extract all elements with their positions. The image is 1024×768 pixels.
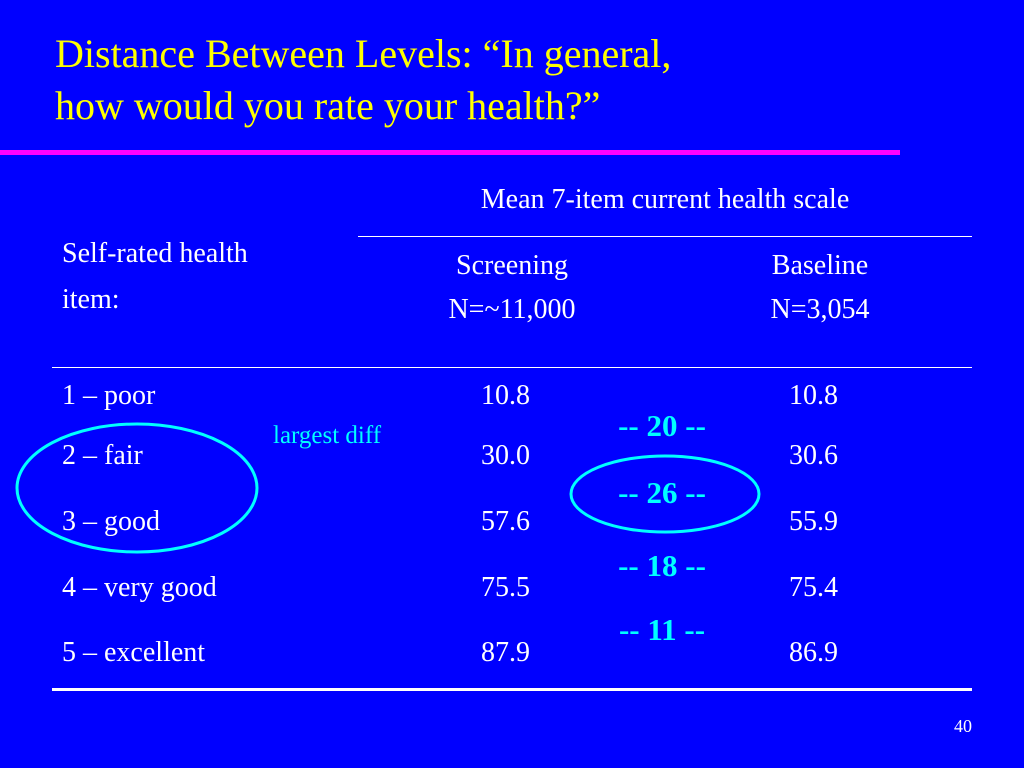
row-screening-4: 75.5 bbox=[481, 572, 530, 603]
slide-title: Distance Between Levels: “In general, ho… bbox=[55, 28, 955, 132]
difference-3-4: -- 18 -- bbox=[618, 548, 706, 583]
row-screening-3: 57.6 bbox=[481, 506, 530, 537]
left-highlight-circle bbox=[15, 422, 259, 554]
group-header: Mean 7-item current health scale bbox=[480, 184, 850, 215]
row-baseline-2: 30.6 bbox=[789, 440, 838, 471]
row-item-4: 4 – very good bbox=[62, 572, 217, 603]
header-rule bbox=[52, 367, 972, 368]
center-highlight-circle bbox=[569, 454, 761, 534]
row-screening-2: 30.0 bbox=[481, 440, 530, 471]
row-screening-5: 87.9 bbox=[481, 637, 530, 668]
slide-number: 40 bbox=[954, 716, 972, 736]
row-baseline-4: 75.4 bbox=[789, 572, 838, 603]
column-header-baseline: Baseline bbox=[771, 250, 869, 281]
row-baseline-1: 10.8 bbox=[789, 380, 838, 411]
row-item-1: 1 – poor bbox=[62, 380, 156, 411]
difference-1-2: -- 20 -- bbox=[618, 408, 706, 443]
row-item-5: 5 – excellent bbox=[62, 637, 206, 668]
row-header-line-2: item: bbox=[62, 284, 120, 315]
row-baseline-3: 55.9 bbox=[789, 506, 838, 537]
row-item-3: 3 – good bbox=[62, 506, 160, 537]
difference-4-5: -- 11 -- bbox=[618, 612, 706, 647]
column-header-screening: Screening bbox=[456, 250, 568, 281]
row-screening-1: 10.8 bbox=[481, 380, 530, 411]
row-item-2: 2 – fair bbox=[62, 440, 143, 471]
table-bottom-rule bbox=[52, 688, 972, 691]
title-underline bbox=[0, 150, 900, 155]
title-line-1: Distance Between Levels: “In general, bbox=[55, 31, 672, 76]
title-line-2: how would you rate your health?” bbox=[55, 83, 601, 128]
largest-diff-annotation: largest diff bbox=[273, 422, 382, 449]
group-header-rule bbox=[358, 236, 972, 237]
column-n-baseline: N=3,054 bbox=[770, 294, 870, 325]
difference-2-3: -- 26 -- bbox=[618, 475, 706, 510]
column-n-screening: N=~11,000 bbox=[448, 294, 576, 325]
row-baseline-5: 86.9 bbox=[789, 637, 838, 668]
row-header-line-1: Self-rated health bbox=[62, 238, 248, 269]
